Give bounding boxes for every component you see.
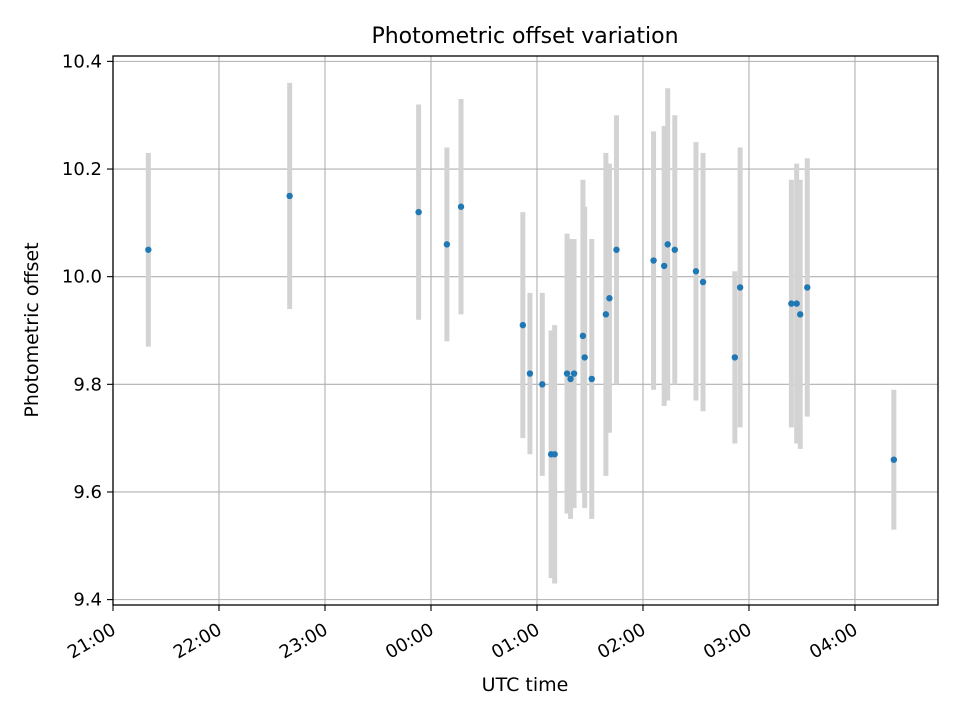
data-point bbox=[736, 284, 744, 291]
y-tick-label: 9.4 bbox=[73, 590, 102, 611]
x-tick-label: 03:00 bbox=[700, 619, 755, 663]
data-point bbox=[551, 451, 558, 458]
data-point bbox=[650, 257, 657, 264]
data-point bbox=[890, 456, 898, 463]
x-tick-label: 02:00 bbox=[594, 619, 649, 663]
data-point bbox=[613, 246, 620, 253]
data-point bbox=[699, 278, 707, 286]
chart-title: Photometric offset variation bbox=[371, 24, 678, 49]
data-point bbox=[671, 246, 678, 253]
data-point bbox=[286, 192, 293, 200]
data-point bbox=[602, 311, 610, 318]
data-point bbox=[588, 375, 595, 383]
grid-lines bbox=[112, 56, 938, 605]
data-point bbox=[415, 208, 422, 216]
data-point bbox=[579, 332, 587, 340]
data-point bbox=[793, 300, 800, 307]
plot-frame bbox=[112, 55, 939, 606]
data-point bbox=[443, 241, 451, 248]
data-point bbox=[606, 295, 613, 302]
error-bars bbox=[145, 82, 897, 584]
data-point bbox=[788, 300, 795, 307]
data-point bbox=[797, 311, 804, 318]
x-tick-label: 21:00 bbox=[64, 619, 119, 663]
data-point bbox=[145, 246, 152, 253]
data-point bbox=[519, 321, 527, 329]
x-axis-ticks: 21:00 22:00 23:00 00:00 01:00 02:00 03:00 04:00 bbox=[64, 605, 861, 663]
data-point bbox=[804, 284, 811, 291]
data-point bbox=[457, 203, 465, 210]
data-point bbox=[581, 354, 588, 361]
x-axis-label: UTC time bbox=[482, 674, 569, 696]
data-point bbox=[539, 381, 546, 388]
data-point bbox=[731, 354, 739, 361]
data-point bbox=[567, 375, 574, 383]
data-points bbox=[145, 192, 898, 463]
data-point bbox=[692, 268, 700, 275]
x-tick-label: 04:00 bbox=[806, 619, 861, 663]
data-point bbox=[664, 241, 671, 248]
y-tick-label: 10.2 bbox=[62, 159, 102, 180]
x-tick-label: 22:00 bbox=[170, 619, 225, 663]
y-tick-label: 10.0 bbox=[62, 267, 102, 288]
y-tick-label: 10.4 bbox=[62, 51, 102, 72]
x-tick-label: 01:00 bbox=[488, 619, 543, 663]
data-point bbox=[660, 262, 668, 270]
y-tick-label: 9.6 bbox=[73, 482, 102, 503]
y-tick-label: 9.8 bbox=[73, 374, 102, 395]
y-axis-ticks: 9.4 9.6 9.8 10.0 10.2 10.4 bbox=[62, 51, 113, 611]
x-tick-label: 23:00 bbox=[276, 619, 331, 663]
data-point bbox=[526, 370, 534, 377]
data-point bbox=[563, 370, 571, 377]
data-point bbox=[570, 370, 578, 377]
y-axis-label: Photometric offset bbox=[21, 242, 43, 417]
x-tick-label: 00:00 bbox=[382, 619, 437, 663]
